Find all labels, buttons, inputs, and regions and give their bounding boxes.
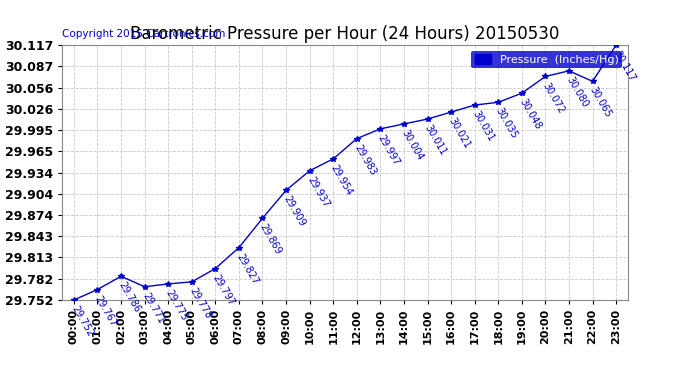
Text: 29.909: 29.909: [282, 195, 307, 229]
Text: 29.767: 29.767: [93, 294, 119, 328]
Text: 30.048: 30.048: [518, 98, 543, 132]
Text: 29.752: 29.752: [70, 304, 95, 339]
Text: 29.983: 29.983: [353, 143, 378, 177]
Text: 29.778: 29.778: [187, 286, 213, 321]
Text: 29.937: 29.937: [305, 175, 331, 209]
Text: 30.035: 30.035: [494, 106, 520, 141]
Text: 29.797: 29.797: [211, 273, 237, 307]
Text: 30.065: 30.065: [588, 86, 613, 120]
Text: 30.080: 30.080: [564, 75, 590, 109]
Legend: Pressure  (Inches/Hg): Pressure (Inches/Hg): [471, 51, 622, 68]
Text: 30.072: 30.072: [541, 81, 566, 115]
Text: 30.004: 30.004: [400, 128, 425, 162]
Text: Copyright 2015 Cartronics.com: Copyright 2015 Cartronics.com: [62, 29, 226, 39]
Text: 29.997: 29.997: [376, 133, 402, 167]
Text: 29.827: 29.827: [235, 252, 260, 286]
Text: 30.031: 30.031: [470, 109, 495, 143]
Text: 29.954: 29.954: [328, 163, 355, 197]
Text: 29.775: 29.775: [164, 288, 190, 322]
Text: 30.011: 30.011: [423, 123, 448, 158]
Text: 30.021: 30.021: [446, 116, 472, 150]
Title: Barometric Pressure per Hour (24 Hours) 20150530: Barometric Pressure per Hour (24 Hours) …: [130, 26, 560, 44]
Text: 30.117: 30.117: [611, 49, 637, 83]
Text: 29.869: 29.869: [258, 222, 284, 256]
Text: 29.771: 29.771: [140, 291, 166, 326]
Text: 29.786: 29.786: [117, 280, 142, 315]
